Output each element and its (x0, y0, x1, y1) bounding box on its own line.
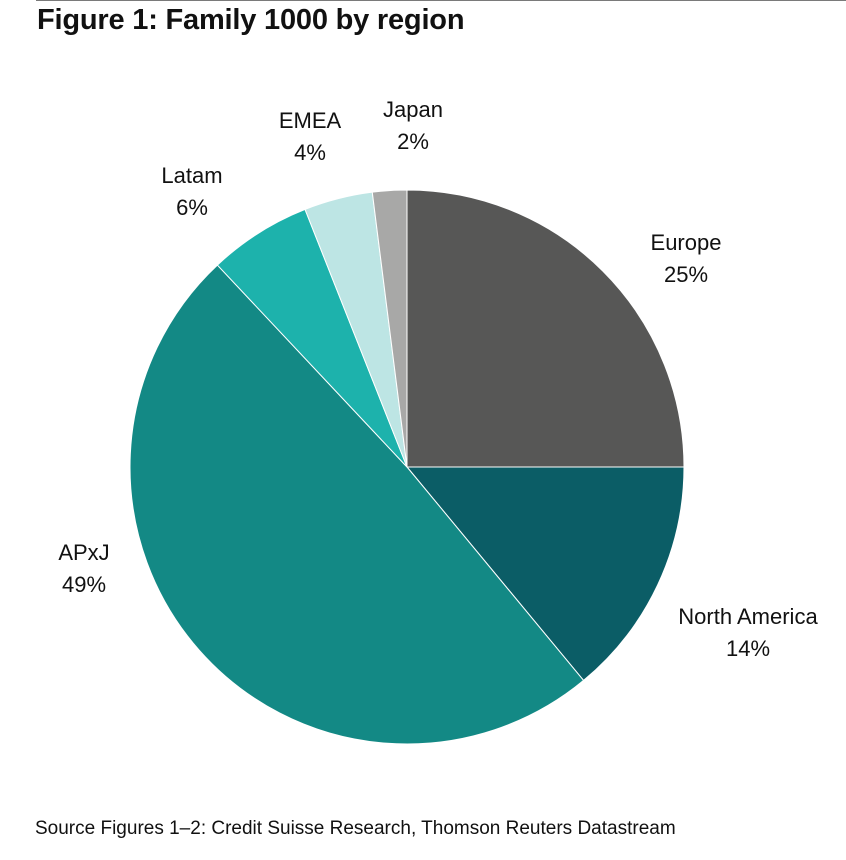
slice-value-apxj: 49% (62, 572, 106, 597)
slice-value-latam: 6% (176, 195, 208, 220)
top-rule (36, 0, 846, 1)
slice-value-emea: 4% (294, 140, 326, 165)
slice-label-latam: Latam (161, 163, 222, 188)
slice-value-europe: 25% (664, 262, 708, 287)
pie-slices (129, 189, 685, 745)
slice-label-japan: Japan (383, 97, 443, 122)
source-note: Source Figures 1–2: Credit Suisse Resear… (35, 818, 676, 839)
slice-label-north-america: North America (678, 604, 818, 629)
figure-title: Figure 1: Family 1000 by region (37, 4, 465, 36)
slice-label-emea: EMEA (279, 108, 342, 133)
pie-chart: Europe 25% North America 14% APxJ 49% Latam 6% E… (58, 97, 818, 745)
slice-europe (406, 189, 685, 468)
slice-label-apxj: APxJ (58, 540, 109, 565)
slice-value-japan: 2% (397, 129, 429, 154)
slice-value-north-america: 14% (726, 636, 770, 661)
slice-north-america (405, 466, 685, 682)
slice-japan (371, 189, 408, 468)
slice-label-europe: Europe (651, 230, 722, 255)
pie-labels: Europe 25% North America 14% APxJ 49% Latam 6% E… (58, 97, 818, 661)
slice-apxj (129, 264, 585, 745)
